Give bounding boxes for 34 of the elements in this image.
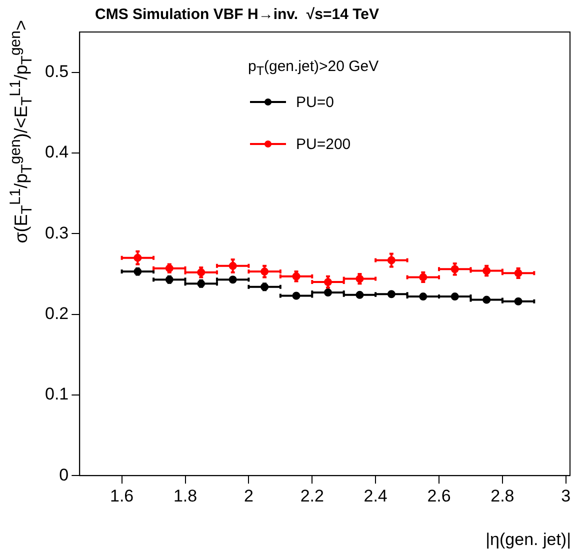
point (324, 288, 332, 297)
x-tick-label: 2.2 (300, 486, 324, 506)
chart-title: CMS Simulation VBF H→inv. √s=14 TeV (95, 6, 379, 23)
y-tick-label: 0.2 (44, 304, 69, 323)
x-axis-title: |η(gen. jet)| (486, 530, 571, 550)
x-tick-label: 2.8 (490, 486, 514, 506)
y-tick-label: 0.1 (44, 384, 69, 404)
x-tick-label: 2 (244, 486, 254, 506)
point (228, 262, 237, 270)
x-tick-label: 2.4 (364, 486, 388, 506)
y-tick-label: 0.5 (44, 62, 69, 82)
point (450, 292, 459, 301)
point (260, 268, 269, 276)
x-tick-label: 3 (561, 486, 571, 506)
point (419, 292, 428, 301)
x-tick-label: 1.6 (110, 486, 134, 506)
x-tick-label: 1.8 (173, 486, 198, 506)
point (482, 296, 491, 304)
y-tick-label: 0.4 (44, 142, 69, 162)
legend-title: p$_{T}$(gen.jet)>20 GeV (248, 58, 379, 78)
legend-label: PU=200 (296, 136, 351, 152)
legend-label: PU=0 (296, 94, 334, 110)
point (134, 254, 142, 262)
point (387, 290, 396, 298)
point (387, 256, 396, 264)
point (324, 278, 332, 286)
y-tick-label: 0 (59, 465, 69, 484)
x-tick-label: 2.6 (427, 486, 451, 506)
point (514, 297, 522, 306)
point (292, 292, 300, 300)
y-tick-label: 0.3 (44, 223, 69, 242)
point (356, 290, 364, 299)
point (228, 276, 237, 284)
point (450, 265, 459, 274)
